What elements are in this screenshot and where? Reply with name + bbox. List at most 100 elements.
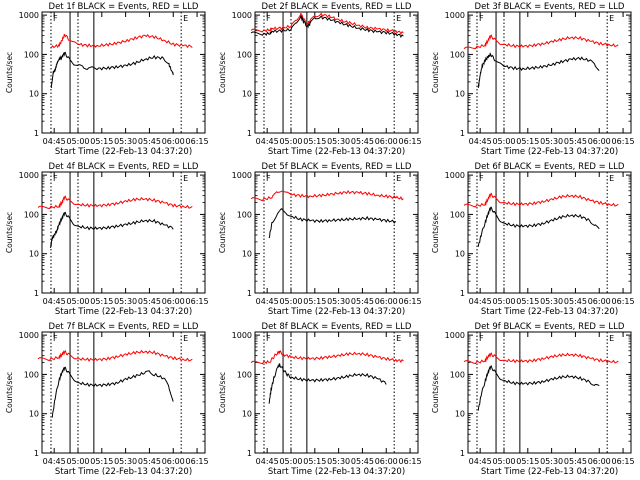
plot-frame	[467, 331, 632, 454]
x-tick-label: 05:30	[114, 297, 137, 306]
x-tick-label: 06:15	[399, 457, 422, 466]
y-tick-label: 10	[29, 90, 39, 99]
x-tick-label: 04:45	[43, 457, 66, 466]
marker-flag: F	[53, 14, 58, 23]
plot-frame	[41, 11, 206, 134]
lld-series-line	[463, 34, 619, 50]
panel-title: Det 6f BLACK = Events, RED = LLD	[475, 162, 625, 172]
panel-title: Det 7f BLACK = Events, RED = LLD	[49, 322, 199, 332]
x-tick-label: 05:00	[492, 137, 515, 146]
y-tick-label: 10	[29, 410, 39, 419]
lld-series-line	[250, 12, 404, 35]
detector-panel: Det 3f BLACK = Events, RED = LLD 1 10 100 10…	[431, 2, 635, 157]
y-axis-label: Counts/sec	[218, 212, 227, 253]
y-tick-label: 10	[455, 410, 465, 419]
x-tick-label: 06:00	[375, 297, 398, 306]
marker-flag: F	[479, 334, 484, 343]
x-axis-label: Start Time (22-Feb-13 04:37:20)	[268, 467, 405, 477]
x-axis-label: Start Time (22-Feb-13 04:37:20)	[268, 307, 405, 317]
x-tick-label: 05:00	[279, 297, 302, 306]
plot-frame	[41, 331, 206, 454]
x-tick-label: 05:15	[303, 137, 326, 146]
x-tick-label: 06:15	[612, 137, 635, 146]
x-tick-label: 05:15	[90, 457, 113, 466]
y-tick-label: 1000	[232, 11, 252, 20]
x-tick-label: 04:45	[43, 137, 66, 146]
x-tick-label: 06:00	[162, 457, 185, 466]
events-series-line	[50, 51, 174, 89]
lld-series-line	[250, 189, 404, 202]
y-tick-label: 100	[450, 210, 465, 219]
x-tick-label: 05:15	[516, 137, 539, 146]
plot-frame	[254, 171, 419, 294]
plot-frame	[254, 11, 419, 134]
x-tick-label: 06:00	[588, 137, 611, 146]
x-tick-label: 06:00	[375, 137, 398, 146]
y-tick-label: 100	[237, 370, 252, 379]
x-tick-label: 05:30	[540, 457, 563, 466]
marker-flag: F	[266, 14, 271, 23]
y-tick-label: 1	[460, 289, 465, 298]
detector-panel: Det 8f BLACK = Events, RED = LLD 1 10 100 10…	[218, 322, 422, 477]
y-tick-label: 1	[247, 289, 252, 298]
lld-series-line	[250, 349, 404, 365]
x-tick-label: 05:45	[138, 297, 161, 306]
x-tick-label: 06:00	[588, 457, 611, 466]
x-tick-label: 05:30	[540, 297, 563, 306]
x-tick-label: 05:45	[564, 137, 587, 146]
x-tick-label: 06:15	[612, 457, 635, 466]
x-tick-label: 05:30	[327, 457, 350, 466]
events-series-line	[51, 366, 174, 418]
events-series-line	[477, 365, 600, 411]
plot-frame	[254, 331, 419, 454]
x-axis-label: Start Time (22-Feb-13 04:37:20)	[55, 467, 192, 477]
x-tick-label: 05:15	[303, 297, 326, 306]
y-axis-label: Counts/sec	[5, 52, 14, 93]
y-tick-label: 1000	[19, 11, 39, 20]
x-tick-label: 05:30	[540, 137, 563, 146]
y-tick-label: 100	[237, 50, 252, 59]
y-tick-label: 1	[247, 129, 252, 138]
y-axis-label: Counts/sec	[5, 372, 14, 413]
marker-flag: F	[53, 334, 58, 343]
detector-panel: Det 7f BLACK = Events, RED = LLD 1 10 100 10…	[5, 322, 209, 477]
marker-flag: E	[609, 334, 614, 343]
y-axis-label: Counts/sec	[431, 212, 440, 253]
y-tick-label: 10	[242, 90, 252, 99]
panel-title: Det 8f BLACK = Events, RED = LLD	[262, 322, 412, 332]
marker-flag: F	[479, 174, 484, 183]
x-axis-label: Start Time (22-Feb-13 04:37:20)	[268, 147, 405, 157]
y-tick-label: 10	[29, 250, 39, 259]
y-axis-label: Counts/sec	[218, 52, 227, 93]
x-axis-label: Start Time (22-Feb-13 04:37:20)	[481, 467, 618, 477]
x-tick-label: 05:45	[351, 297, 374, 306]
x-tick-label: 06:15	[186, 457, 209, 466]
x-tick-label: 05:45	[138, 457, 161, 466]
panel-title: Det 5f BLACK = Events, RED = LLD	[262, 162, 412, 172]
y-tick-label: 1	[247, 449, 252, 458]
x-tick-label: 05:30	[114, 457, 137, 466]
x-tick-label: 06:15	[612, 297, 635, 306]
marker-flag: F	[266, 334, 271, 343]
x-tick-label: 05:45	[351, 457, 374, 466]
x-tick-label: 05:30	[327, 297, 350, 306]
plot-frame	[41, 171, 206, 294]
x-tick-label: 06:00	[162, 137, 185, 146]
x-tick-label: 06:15	[399, 297, 422, 306]
y-tick-label: 10	[455, 250, 465, 259]
x-axis-label: Start Time (22-Feb-13 04:37:20)	[55, 307, 192, 317]
y-tick-label: 10	[242, 410, 252, 419]
detector-panel: Det 2f BLACK = Events, RED = LLD 1 10 100 10…	[218, 2, 422, 157]
panel-title: Det 3f BLACK = Events, RED = LLD	[475, 2, 625, 12]
events-series-line	[268, 363, 387, 404]
y-tick-label: 10	[455, 90, 465, 99]
panel-title: Det 1f BLACK = Events, RED = LLD	[49, 2, 199, 12]
events-series-line	[477, 52, 600, 89]
x-tick-label: 05:00	[279, 137, 302, 146]
y-tick-label: 1	[34, 129, 39, 138]
x-tick-label: 06:00	[162, 297, 185, 306]
y-tick-label: 1000	[19, 171, 39, 180]
y-tick-label: 1000	[445, 171, 465, 180]
x-tick-label: 05:00	[279, 457, 302, 466]
marker-flag: E	[609, 174, 614, 183]
